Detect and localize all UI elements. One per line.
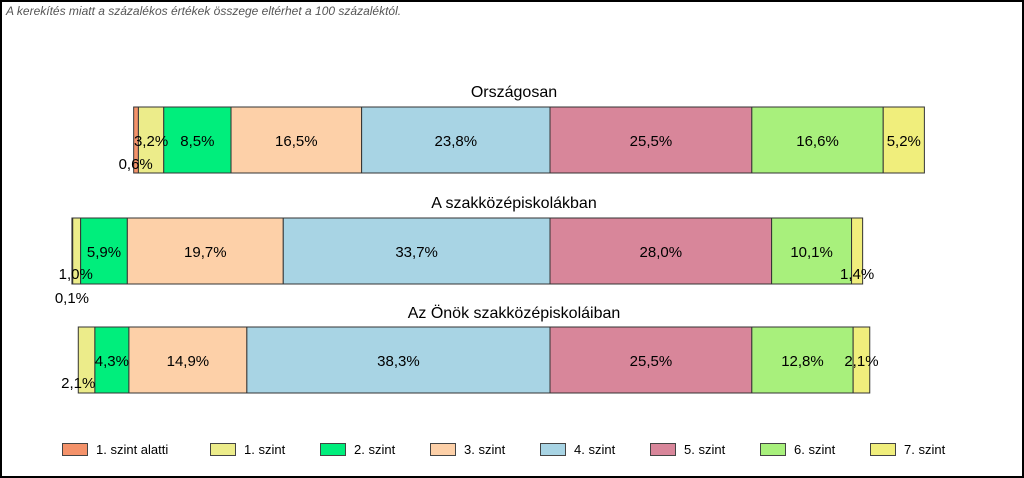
legend: 1. szint alatti 1. szint 2. szint 3. szint 4… <box>2 440 1022 460</box>
bar-segment <box>851 217 864 285</box>
bar-segment <box>549 217 773 285</box>
bar-segment <box>137 106 165 174</box>
legend-swatch <box>210 442 236 456</box>
bar-segment <box>282 217 551 285</box>
legend-label: 6. szint <box>794 441 836 457</box>
data-label: 1,4% <box>840 266 874 283</box>
stacked-bar-chart: Országosan 0,6% 3,2% 8,5% 16,5% 23,8% 25,5% 16,… <box>55 84 925 394</box>
data-label: 0,6% <box>119 156 153 173</box>
data-label: 33,7% <box>395 244 438 261</box>
data-label: 19,7% <box>184 244 227 261</box>
data-label: 16,5% <box>275 133 318 150</box>
data-label: 4,3% <box>95 353 129 370</box>
data-label: 5,9% <box>87 244 121 261</box>
data-label: 3,2% <box>134 133 168 150</box>
bar-segment <box>771 217 853 285</box>
bar-group-1: Országosan 0,6% 3,2% 8,5% 16,5% 23,8% 25,5% 16,… <box>119 84 925 174</box>
data-label: 14,9% <box>167 353 210 370</box>
data-label: 0,1% <box>55 290 89 307</box>
bar-segment <box>246 326 551 394</box>
legend-swatch <box>650 442 676 456</box>
data-label: 12,8% <box>781 353 824 370</box>
legend-label: 2. szint <box>354 441 396 457</box>
legend-item: 1. szint <box>210 440 285 458</box>
bar-segment <box>549 326 753 394</box>
legend-item: 1. szint alatti <box>62 440 168 458</box>
data-label: 2,1% <box>61 375 95 392</box>
legend-label: 5. szint <box>684 441 726 457</box>
bar-group-2: A szakközépiskolákban 0,1% 1,0% 5,9% 19,7% 33… <box>55 195 874 307</box>
data-label: 10,1% <box>790 244 833 261</box>
data-label: 16,6% <box>796 133 839 150</box>
legend-swatch <box>870 442 896 456</box>
bar-segment <box>94 326 130 394</box>
group-title: A szakközépiskolákban <box>431 195 596 212</box>
rounding-note: A kerekítés miatt a százalékos értékek ö… <box>6 4 402 18</box>
legend-swatch <box>320 442 346 456</box>
legend-item: 6. szint <box>760 440 835 458</box>
group-title: Az Önök szakközépiskoláiban <box>408 304 621 322</box>
data-label: 25,5% <box>630 353 673 370</box>
legend-label: 1. szint alatti <box>96 441 169 457</box>
data-label: 5,2% <box>887 133 921 150</box>
legend-swatch <box>430 442 456 456</box>
legend-label: 1. szint <box>244 441 286 457</box>
bar-segment <box>882 106 925 174</box>
legend-label: 3. szint <box>464 441 506 457</box>
bar-segment <box>230 106 363 174</box>
data-label: 2,1% <box>844 353 878 370</box>
legend-item: 2. szint <box>320 440 395 458</box>
group-title: Országosan <box>471 84 557 101</box>
legend-swatch <box>540 442 566 456</box>
data-label: 28,0% <box>640 244 683 261</box>
legend-label: 4. szint <box>574 441 616 457</box>
legend-label: 7. szint <box>904 441 946 457</box>
bar-segment <box>852 326 871 394</box>
legend-item: 5. szint <box>650 440 725 458</box>
data-label: 23,8% <box>435 133 478 150</box>
bar-segment <box>549 106 753 174</box>
legend-item: 4. szint <box>540 440 615 458</box>
bar-segment <box>80 217 128 285</box>
legend-item: 3. szint <box>430 440 505 458</box>
legend-swatch <box>62 442 88 456</box>
bar-segment <box>751 106 884 174</box>
legend-swatch <box>760 442 786 456</box>
data-label: 25,5% <box>630 133 673 150</box>
data-label: 8,5% <box>180 133 214 150</box>
legend-item: 7. szint <box>870 440 945 458</box>
data-label: 38,3% <box>377 353 420 370</box>
data-label: 1,0% <box>59 266 93 283</box>
bar-segment <box>128 326 248 394</box>
bar-segment <box>361 106 551 174</box>
